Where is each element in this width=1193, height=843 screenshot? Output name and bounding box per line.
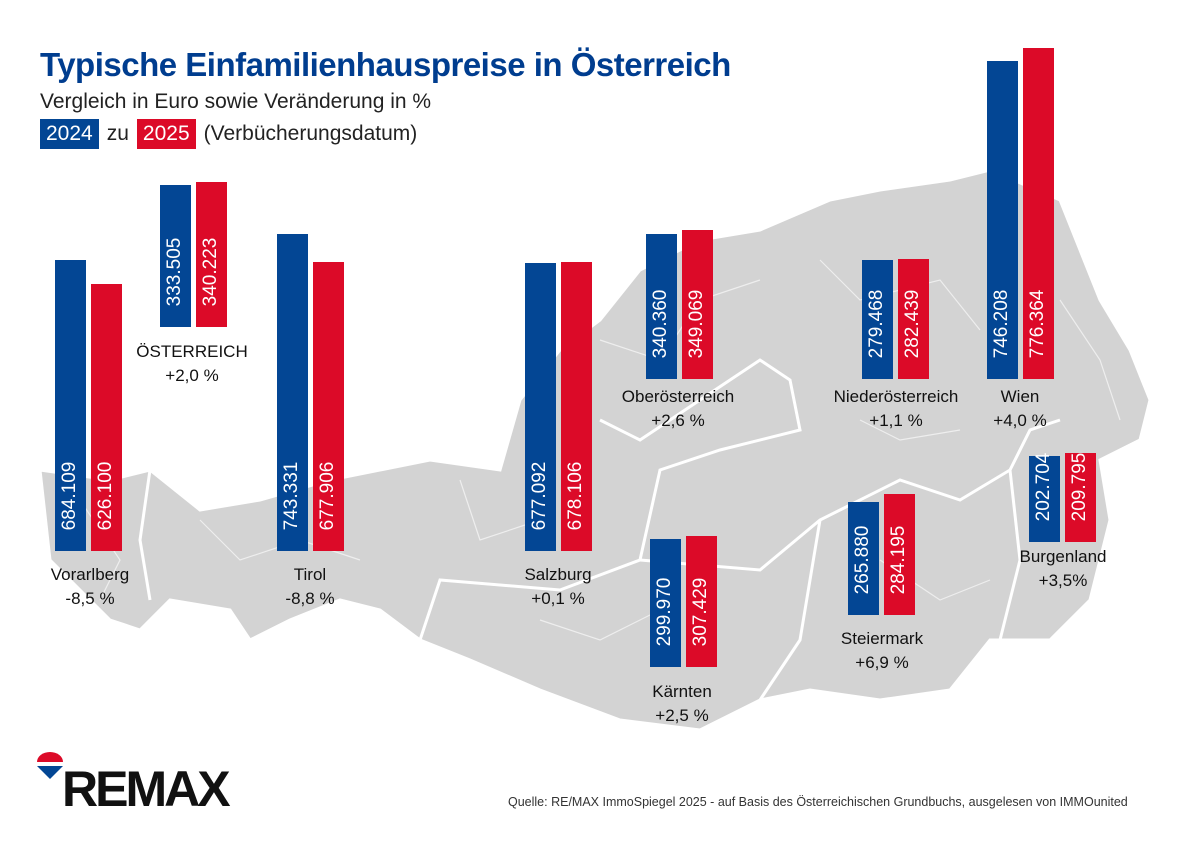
bar-2025: 626.100 bbox=[91, 284, 122, 551]
region-name: Salzburg bbox=[524, 565, 592, 584]
region-name: Tirol bbox=[293, 565, 327, 584]
bar-2025: 307.429 bbox=[686, 536, 717, 667]
region-name: Oberösterreich bbox=[621, 387, 735, 406]
region-label: ÖSTERREICH +2,0 % bbox=[136, 340, 247, 388]
region-label: Steiermark +6,9 % bbox=[841, 627, 923, 675]
region-name: Wien bbox=[1000, 387, 1040, 406]
region-change: +2,0 % bbox=[165, 366, 219, 385]
bar-value-label: 746.208 bbox=[991, 289, 1012, 359]
bar-2024: 279.468 bbox=[862, 259, 893, 379]
region-change: +3,5% bbox=[1038, 571, 1088, 590]
bar-value-label: 202.704 bbox=[1033, 452, 1054, 522]
bar-value-label: 307.429 bbox=[690, 577, 711, 647]
region-change: +2,5 % bbox=[655, 706, 709, 725]
legend-note: (Verbücherungsdatum) bbox=[203, 122, 418, 145]
legend-2025: 2025 bbox=[136, 119, 196, 149]
bar-value-label: 677.906 bbox=[317, 461, 338, 531]
bar-2025: 776.364 bbox=[1023, 48, 1054, 379]
source-note: Quelle: RE/MAX ImmoSpiegel 2025 - auf Ba… bbox=[508, 795, 1128, 809]
region-label: Salzburg +0,1 % bbox=[524, 563, 591, 611]
bar-2025: 340.223 bbox=[196, 182, 227, 327]
legend: 2024 zu 2025 (Verbücherungsdatum) bbox=[40, 119, 425, 149]
bar-2025: 349.069 bbox=[682, 230, 713, 379]
bar-value-label: 279.468 bbox=[866, 289, 887, 359]
remax-balloon-icon bbox=[37, 752, 63, 779]
bar-2024: 265.880 bbox=[848, 501, 879, 615]
bar-value-label: 626.100 bbox=[95, 461, 116, 531]
bar-2025: 282.439 bbox=[898, 258, 929, 379]
bar-value-label: 340.223 bbox=[200, 237, 221, 307]
bar-2024: 340.360 bbox=[646, 234, 677, 379]
region-name: Steiermark bbox=[840, 629, 924, 648]
bar-2025: 284.195 bbox=[884, 493, 915, 615]
region-name: Burgenland bbox=[1019, 547, 1107, 566]
region-change: +1,1 % bbox=[869, 411, 923, 430]
page-title: Typische Einfamilienhauspreise in Österr… bbox=[40, 46, 731, 83]
bar-value-label: 743.331 bbox=[281, 461, 302, 531]
bar-2024: 677.092 bbox=[525, 262, 556, 551]
bar-value-label: 349.069 bbox=[686, 289, 707, 359]
bar-2024: 746.208 bbox=[987, 61, 1018, 379]
subtitle: Vergleich in Euro sowie Veränderung in % bbox=[40, 90, 432, 113]
legend-connector: zu bbox=[106, 122, 129, 145]
bar-value-label: 265.880 bbox=[852, 525, 873, 595]
region-change: -8,5 % bbox=[65, 589, 115, 608]
region-name: Kärnten bbox=[652, 682, 712, 701]
legend-2024: 2024 bbox=[40, 119, 99, 149]
region-label: Kärnten +2,5 % bbox=[652, 680, 712, 728]
region-label: Niederösterreich +1,1 % bbox=[834, 385, 959, 433]
region-name: Niederösterreich bbox=[833, 387, 959, 406]
region-label: Vorarlberg -8,5 % bbox=[51, 563, 129, 611]
bar-value-label: 776.364 bbox=[1027, 289, 1048, 359]
bar-2024: 299.970 bbox=[650, 539, 681, 667]
bar-2024: 743.331 bbox=[277, 234, 308, 551]
bar-2025: 678.106 bbox=[561, 262, 592, 551]
region-change: -8,8 % bbox=[285, 589, 335, 608]
region-label: Wien +4,0 % bbox=[993, 385, 1046, 433]
bar-2024: 333.505 bbox=[160, 184, 191, 327]
region-label: Burgenland +3,5% bbox=[1020, 545, 1107, 593]
bar-2024: 202.704 bbox=[1029, 452, 1060, 542]
bar-2024: 684.109 bbox=[55, 259, 86, 551]
region-change: +0,1 % bbox=[531, 589, 585, 608]
bar-value-label: 678.106 bbox=[565, 461, 586, 531]
region-change: +6,9 % bbox=[855, 653, 909, 672]
bar-value-label: 284.195 bbox=[888, 525, 909, 595]
region-label: Tirol -8,8 % bbox=[285, 563, 334, 611]
bar-2025: 209.795 bbox=[1065, 452, 1096, 542]
bar-value-label: 299.970 bbox=[654, 577, 675, 647]
bar-value-label: 684.109 bbox=[59, 461, 80, 531]
bar-2025: 677.906 bbox=[313, 262, 344, 551]
region-name: ÖSTERREICH bbox=[136, 342, 248, 361]
region-label: Oberösterreich +2,6 % bbox=[622, 385, 734, 433]
remax-logo: REMAX bbox=[62, 761, 231, 817]
region-change: +2,6 % bbox=[651, 411, 705, 430]
bar-value-label: 677.092 bbox=[529, 461, 550, 531]
bar-value-label: 209.795 bbox=[1069, 452, 1090, 522]
bar-value-label: 340.360 bbox=[650, 289, 671, 359]
bar-value-label: 282.439 bbox=[902, 289, 923, 359]
region-change: +4,0 % bbox=[993, 411, 1047, 430]
region-name: Vorarlberg bbox=[50, 565, 130, 584]
bar-value-label: 333.505 bbox=[164, 237, 185, 307]
